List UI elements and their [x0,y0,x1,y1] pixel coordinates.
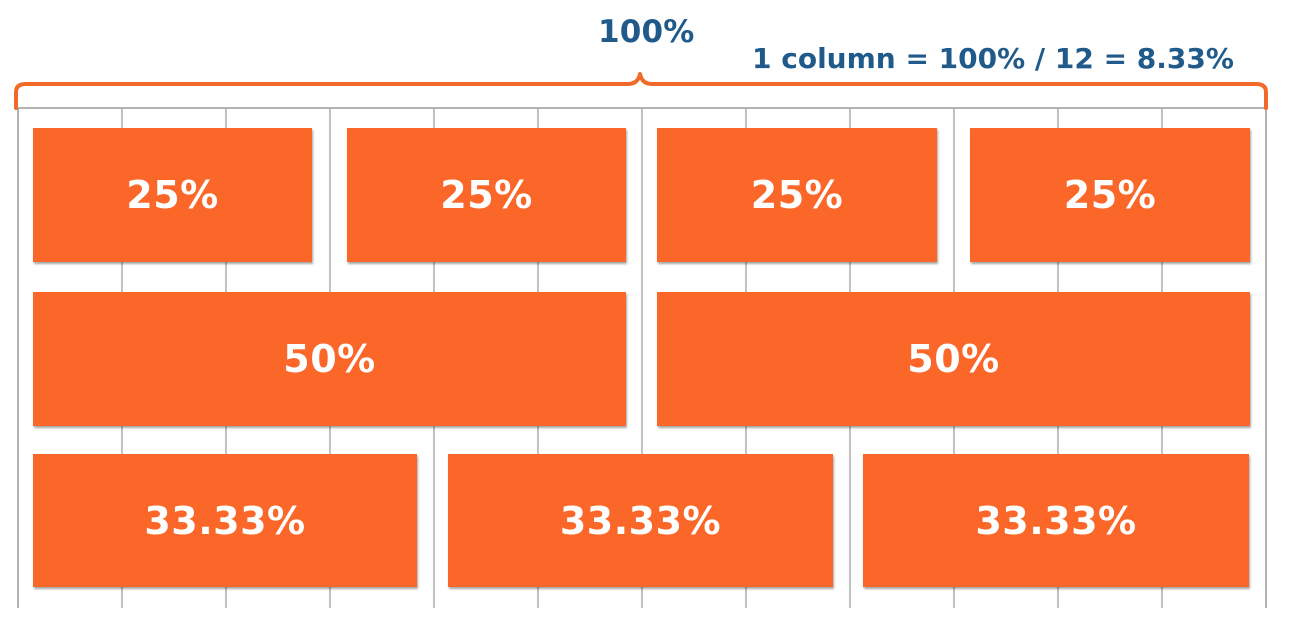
box-quarter-3: 25% [657,128,937,262]
box-third-2: 33.33% [448,454,833,587]
box-quarter-2: 25% [347,128,626,262]
box-third-3: 33.33% [863,454,1249,587]
width-brace [14,72,1268,110]
box-half-2: 50% [657,292,1250,426]
box-third-1: 33.33% [33,454,417,587]
box-quarter-1: 25% [33,128,312,262]
box-quarter-4: 25% [970,128,1250,262]
column-formula-label: 1 column = 100% / 12 = 8.33% [752,42,1234,75]
total-width-label: 100% [598,14,695,50]
box-half-1: 50% [33,292,626,426]
